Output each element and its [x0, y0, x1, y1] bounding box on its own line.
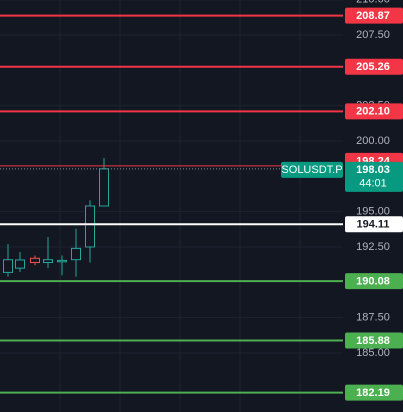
y-tick-label: 195.00	[356, 206, 390, 218]
level-label: 202.10	[356, 106, 390, 118]
y-tick-label: 207.50	[356, 29, 390, 41]
symbol-label-bg	[281, 161, 343, 178]
level-label: 185.88	[356, 335, 390, 347]
level-label: 182.19	[356, 387, 390, 399]
level-label-bg	[345, 332, 403, 349]
y-tick-label: 192.50	[356, 241, 390, 253]
level-label: 190.08	[356, 276, 390, 288]
level-label: 208.87	[356, 10, 390, 22]
y-tick-label: 210.00	[356, 0, 390, 6]
price-label: 198.03	[356, 164, 390, 176]
y-tick-label: 200.00	[356, 135, 390, 147]
level-label-bg	[345, 58, 403, 75]
level-label: 194.11	[356, 219, 389, 231]
level-label: 205.26	[356, 61, 390, 73]
y-tick-label: 187.50	[356, 312, 390, 324]
level-label-bg	[345, 216, 403, 233]
level-label-bg	[345, 273, 403, 290]
countdown-label: 44:01	[359, 178, 387, 190]
candle-body	[30, 257, 40, 264]
candle-body	[57, 259, 67, 263]
level-label-bg	[345, 103, 403, 120]
level-label-bg	[345, 384, 403, 401]
y-tick-label: 185.00	[356, 347, 390, 359]
candle-body	[71, 247, 81, 261]
candle-body	[85, 205, 95, 248]
level-label-bg	[345, 7, 403, 24]
candle-body	[99, 168, 109, 207]
candle-body	[43, 259, 53, 264]
price-label-bg	[345, 161, 403, 192]
symbol-label: SOLUSDT.P	[281, 164, 342, 176]
candle-body	[15, 259, 25, 269]
candle-body	[3, 259, 13, 273]
